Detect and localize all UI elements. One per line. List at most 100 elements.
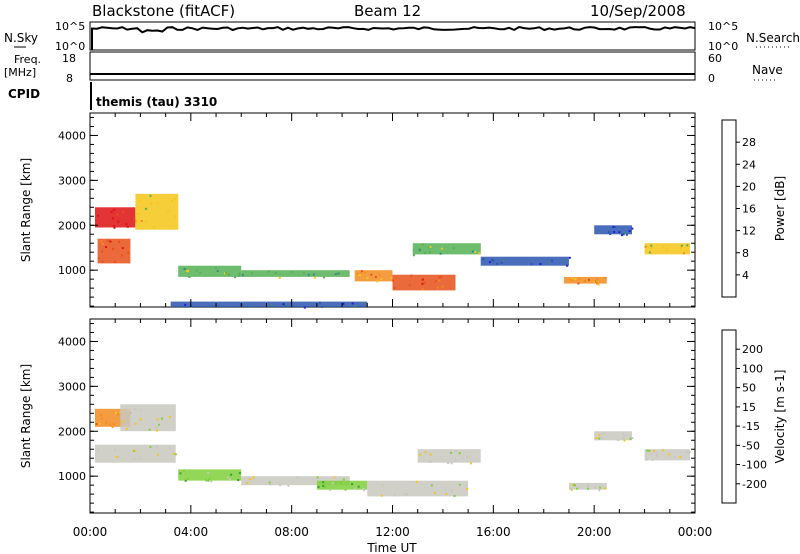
velocity-echo-pixel	[404, 493, 407, 496]
velocity-echo-pixel	[454, 450, 457, 453]
velocity-echo-region	[367, 480, 469, 497]
velocity-echo-pixel	[602, 432, 605, 435]
power-echo-pixel	[184, 303, 187, 306]
time-tick-label: 00:00	[73, 525, 108, 539]
power-echo-pixel	[568, 256, 571, 259]
velocity-echo-pixel	[433, 492, 436, 495]
velocity-echo-pixel	[120, 415, 123, 418]
velocity-echo-pixel	[429, 460, 432, 463]
velocity-echo-region	[241, 476, 350, 486]
power-echo-pixel	[149, 194, 152, 197]
velocity-echo-pixel	[161, 417, 164, 420]
power-echo-region	[241, 270, 350, 277]
velocity-echo-pixel	[238, 472, 241, 475]
velocity-echo-pixel	[347, 479, 350, 482]
velocity-echo-pixel	[655, 453, 658, 456]
power-echo-pixel	[113, 261, 116, 264]
power-echo-pixel	[492, 259, 495, 262]
power-echo-pixel	[133, 217, 136, 220]
power-echo-pixel	[596, 282, 599, 285]
velocity-echo-pixel	[351, 483, 354, 486]
power-echo-pixel	[250, 272, 253, 275]
velocity-colorbar-tick-label: -15	[742, 420, 760, 433]
velocity-echo-pixel	[454, 459, 457, 462]
velocity-echo-pixel	[134, 408, 137, 411]
power-echo-pixel	[223, 272, 226, 275]
power-echo-pixel	[145, 220, 148, 223]
velocity-echo-pixel	[296, 476, 299, 479]
velocity-echo-pixel	[269, 483, 272, 486]
power-echo-pixel	[353, 305, 356, 307]
power-colorbar-tick-label: 12	[742, 225, 756, 238]
power-echo-pixel	[564, 259, 567, 262]
power-echo-pixel	[380, 278, 383, 281]
power-y-axis-title: Slant Range [km]	[19, 158, 33, 262]
power-echo-pixel	[234, 276, 237, 279]
velocity-echo-pixel	[470, 462, 472, 465]
power-echo-pixel	[648, 251, 651, 254]
velocity-y-axis-title: Slant Range [km]	[19, 364, 33, 468]
power-echo-pixel	[500, 261, 503, 264]
power-echo-pixel	[238, 272, 241, 275]
velocity-echo-pixel	[252, 476, 255, 479]
velocity-echo-pixel	[622, 432, 625, 435]
velocity-echo-pixel	[688, 451, 691, 453]
time-tick-label: 16:00	[476, 525, 511, 539]
power-echo-pixel	[596, 278, 599, 281]
power-colorbar-tick-label: 24	[742, 158, 756, 171]
velocity-echo-pixel	[601, 437, 604, 440]
power-echo-pixel	[434, 280, 437, 283]
velocity-echo-pixel	[112, 423, 115, 426]
power-echo-pixel	[612, 225, 615, 228]
power-echo-pixel	[620, 234, 623, 237]
velocity-echo-pixel	[155, 426, 158, 429]
velocity-echo-pixel	[156, 453, 159, 456]
power-echo-pixel	[278, 276, 281, 279]
power-echo-pixel	[502, 259, 505, 262]
velocity-colorbar-tick-label: -100	[742, 459, 767, 472]
power-echo-pixel	[187, 269, 190, 272]
power-echo-pixel	[631, 227, 634, 230]
velocity-echo-pixel	[329, 489, 332, 492]
power-echo-pixel	[478, 252, 481, 255]
power-echo-pixel	[282, 303, 285, 306]
velocity-echo-pixel	[279, 484, 282, 487]
velocity-echo-pixel	[622, 437, 625, 440]
power-echo-pixel	[686, 244, 689, 247]
velocity-echo-pixel	[380, 494, 383, 497]
power-y-tick-label: 4000	[58, 129, 86, 142]
velocity-echo-pixel	[316, 476, 319, 479]
velocity-echo-pixel	[599, 486, 602, 489]
power-echo-pixel	[174, 197, 176, 200]
power-echo-pixel	[436, 286, 439, 289]
power-echo-pixel	[199, 271, 202, 274]
power-echo-pixel	[186, 270, 188, 273]
power-echo-pixel	[351, 302, 354, 305]
velocity-echo-pixel	[111, 425, 114, 428]
velocity-echo-pixel	[174, 453, 177, 456]
velocity-echo-pixel	[287, 484, 290, 487]
power-echo-pixel	[342, 302, 345, 305]
power-echo-pixel	[216, 270, 219, 272]
power-echo-pixel	[566, 264, 569, 267]
power-echo-region	[354, 270, 393, 282]
power-echo-pixel	[364, 271, 366, 274]
velocity-echo-pixel	[237, 479, 240, 481]
power-echo-pixel	[361, 270, 363, 273]
velocity-echo-pixel	[679, 455, 682, 458]
velocity-echo-pixel	[673, 456, 676, 458]
power-echo-pixel	[438, 276, 441, 279]
power-echo-pixel	[613, 226, 616, 228]
power-echo-pixel	[628, 230, 631, 232]
power-colorbar-tick-label: 28	[742, 136, 756, 149]
velocity-echo-pixel	[95, 423, 98, 425]
power-echo-pixel	[488, 261, 491, 264]
power-y-tick-label: 1000	[58, 264, 86, 277]
velocity-echo-pixel	[98, 422, 101, 425]
nave-tick-bottom: 0	[708, 72, 715, 85]
power-echo-pixel	[604, 276, 607, 279]
velocity-echo-pixel	[393, 494, 396, 497]
velocity-echo-pixel	[430, 484, 433, 487]
velocity-echo-pixel	[317, 485, 320, 488]
power-echo-pixel	[121, 254, 124, 257]
